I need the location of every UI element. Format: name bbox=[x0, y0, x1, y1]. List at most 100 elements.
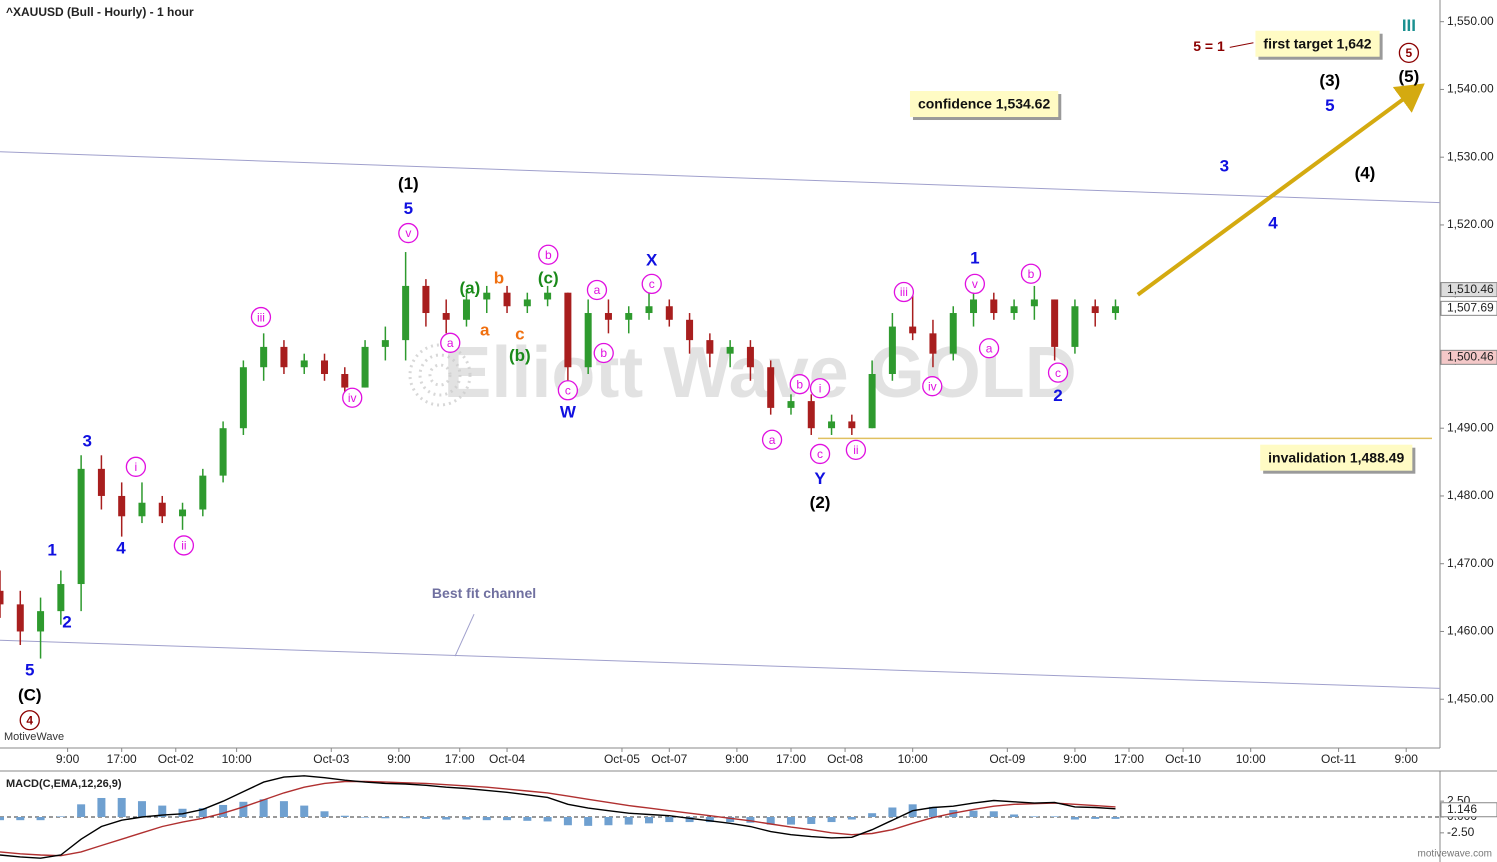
histogram-bar bbox=[584, 817, 593, 826]
wave-label: a bbox=[447, 336, 454, 350]
wave-label: iv bbox=[348, 391, 357, 405]
wave-label: v bbox=[405, 226, 411, 240]
candle-body bbox=[57, 584, 65, 612]
current-tag bbox=[1440, 802, 1497, 818]
candle-body bbox=[97, 468, 105, 496]
wave-label: 4 bbox=[26, 713, 33, 727]
channel-label: Best fit channel bbox=[432, 585, 536, 601]
watermark: Elliott Wave GOLD bbox=[443, 333, 1076, 413]
wave-label: v bbox=[972, 277, 978, 291]
wave-label: b bbox=[1028, 267, 1035, 281]
candle-body bbox=[77, 468, 85, 585]
histogram-bar bbox=[401, 817, 410, 819]
wave-circle bbox=[1047, 362, 1069, 383]
histogram-bar bbox=[219, 804, 228, 817]
wave-label: i bbox=[135, 460, 138, 474]
histogram-bar bbox=[482, 817, 491, 821]
wave-label: a bbox=[480, 320, 490, 339]
histogram-bar bbox=[1070, 817, 1079, 820]
wave-label: 5 bbox=[25, 661, 34, 680]
wave-label: a bbox=[594, 283, 601, 297]
candle-body bbox=[990, 299, 998, 314]
histogram-bar bbox=[361, 817, 370, 818]
candle-body bbox=[179, 509, 187, 517]
y-tick-label: 1,540.00 bbox=[1447, 82, 1494, 96]
callout-bg bbox=[909, 91, 1059, 118]
y-tick-label: 1,470.00 bbox=[1447, 556, 1494, 570]
candle-body bbox=[381, 340, 389, 347]
wave-label: X bbox=[646, 251, 658, 270]
callout-box: invalidation 1,488.49 bbox=[1260, 444, 1416, 474]
histogram-bar bbox=[563, 817, 572, 826]
histogram-bar bbox=[665, 817, 674, 823]
histogram-bar bbox=[198, 808, 207, 817]
callout-text: confidence 1,534.62 bbox=[918, 96, 1051, 112]
wave-circle bbox=[538, 244, 559, 265]
callout-bg bbox=[1260, 444, 1413, 471]
histogram-bar bbox=[442, 817, 451, 820]
source: motivewave.com bbox=[1418, 849, 1492, 860]
wave-label: 2 bbox=[62, 612, 71, 631]
histogram-bar bbox=[77, 804, 86, 817]
candle-body bbox=[361, 346, 369, 388]
candle-body bbox=[625, 313, 633, 320]
wave-label: (a) bbox=[459, 278, 480, 297]
wave-label: 4 bbox=[1268, 213, 1278, 232]
histogram-bar bbox=[543, 817, 552, 822]
histogram-bar bbox=[381, 817, 390, 819]
x-tick-label: 9:00 bbox=[725, 752, 749, 766]
price-tag bbox=[1440, 300, 1497, 316]
candle-body bbox=[462, 299, 470, 320]
x-tick-label: 9:00 bbox=[1063, 752, 1087, 766]
wave-circle bbox=[125, 456, 147, 477]
wave-circle bbox=[809, 378, 831, 399]
wave-label: c bbox=[1055, 366, 1061, 380]
candle-body bbox=[645, 306, 653, 314]
histogram-bar bbox=[97, 797, 106, 817]
candle-body bbox=[199, 475, 207, 510]
candle-body bbox=[868, 374, 876, 429]
wave-circle bbox=[557, 380, 579, 401]
wave-label: 3 bbox=[1220, 156, 1229, 175]
wave-label: W bbox=[560, 402, 577, 421]
candle-body bbox=[1010, 306, 1018, 314]
histogram-bar bbox=[300, 805, 309, 817]
y-tick-label: 1,520.00 bbox=[1447, 217, 1494, 231]
candle-body bbox=[321, 360, 329, 374]
wave-label: b bbox=[545, 248, 552, 262]
candle-body bbox=[888, 326, 896, 374]
wave-label: (b) bbox=[509, 346, 531, 365]
histogram-bar bbox=[1010, 814, 1019, 817]
candle-body bbox=[118, 495, 126, 517]
wave-label: 4 bbox=[116, 539, 126, 558]
candle-body bbox=[807, 401, 815, 429]
current-tag-label: 1.146 bbox=[1447, 802, 1477, 816]
candle-body bbox=[1051, 299, 1059, 347]
candle-body bbox=[828, 421, 836, 429]
candle-body bbox=[564, 292, 572, 368]
channel-pointer bbox=[454, 613, 475, 657]
candle-body bbox=[1071, 306, 1079, 347]
histogram-bar bbox=[624, 817, 633, 825]
wave-label: (2) bbox=[810, 493, 831, 512]
candle-body bbox=[746, 346, 754, 368]
macd-title: MACD(C,EMA,12,26,9) bbox=[6, 778, 122, 790]
histogram-bar bbox=[259, 799, 268, 817]
wave-label: (3) bbox=[1319, 71, 1340, 90]
x-tick-label: Oct-04 bbox=[489, 752, 525, 766]
wave-label: 1 bbox=[47, 541, 56, 560]
wave-label: 2 bbox=[1053, 386, 1062, 405]
histogram-bar bbox=[746, 817, 755, 823]
wave-circle bbox=[440, 332, 461, 353]
wave-label: iv bbox=[928, 379, 937, 393]
wave-label: ii bbox=[853, 443, 858, 457]
candle-body bbox=[767, 367, 775, 408]
wave-circle bbox=[978, 338, 1000, 359]
x-tick-label: Oct-11 bbox=[1321, 752, 1356, 766]
histogram-bar bbox=[340, 815, 349, 817]
candle-body bbox=[483, 292, 491, 300]
wave-label: (C) bbox=[18, 686, 42, 705]
spiral-ring bbox=[428, 363, 452, 387]
callout-box: confidence 1,534.62 bbox=[909, 91, 1062, 121]
wave-label: ii bbox=[181, 539, 186, 553]
